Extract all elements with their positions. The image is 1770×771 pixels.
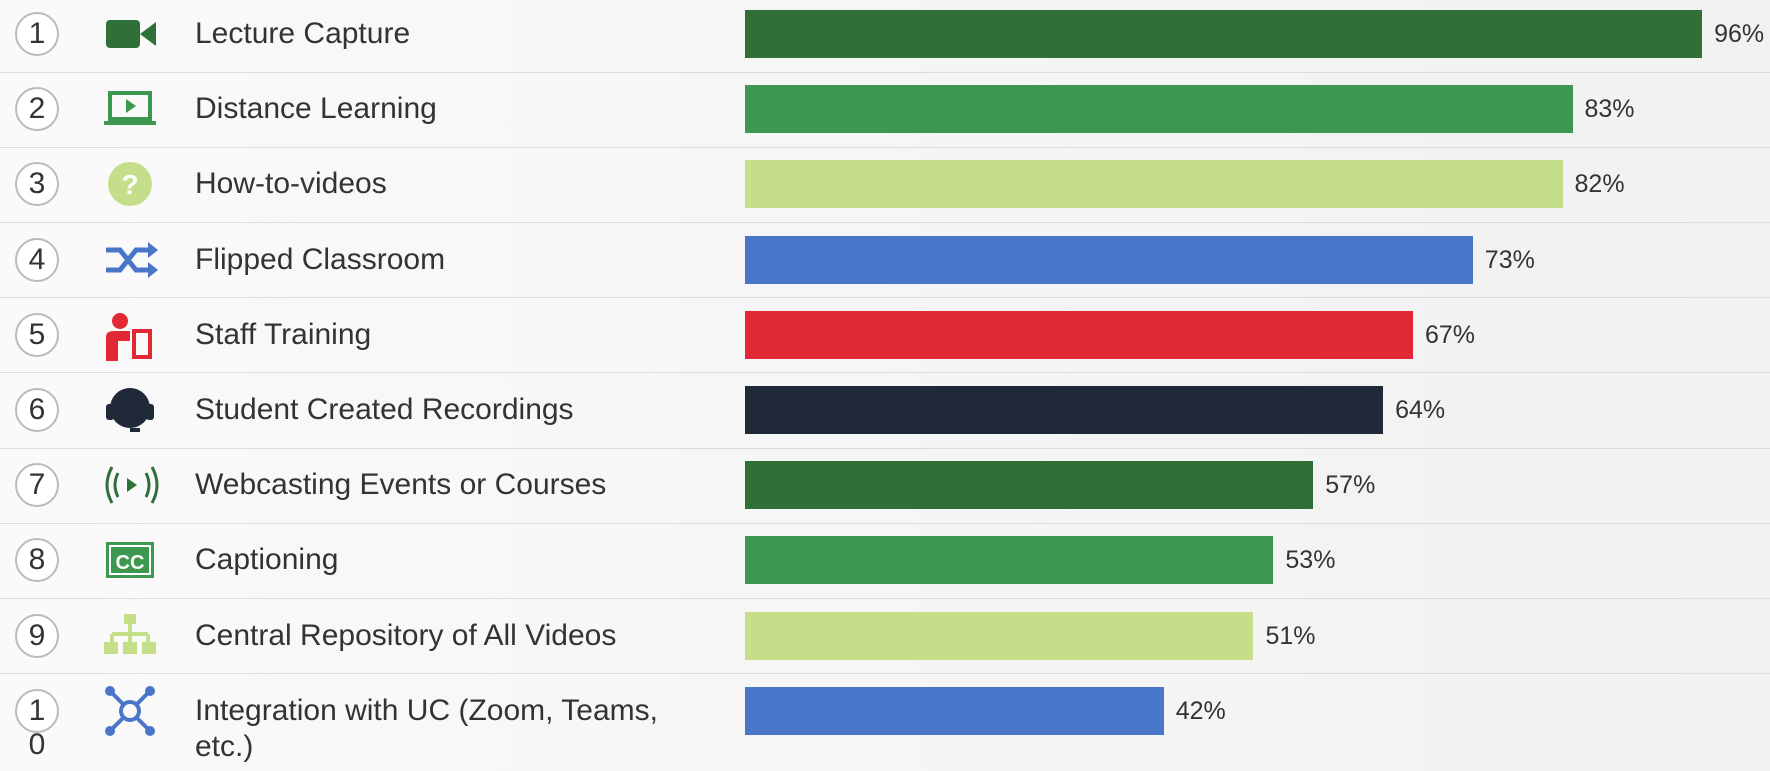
bar (745, 536, 1274, 585)
rank-circle (15, 613, 59, 658)
icon-graphic (106, 20, 156, 48)
row-separator (0, 673, 1770, 675)
value-label: 57% (1325, 471, 1376, 500)
icon-graphic (104, 613, 156, 654)
rank-number: 9 (28, 618, 46, 652)
value-label: 53% (1285, 546, 1336, 575)
value-label: 73% (1484, 245, 1535, 274)
row-icon: ? (100, 154, 160, 214)
bar (745, 10, 1703, 58)
category-label: Student Created Recordings (195, 393, 574, 426)
rank-number: 4 (28, 242, 46, 276)
rank-circle (15, 688, 59, 733)
icon-graphic (105, 685, 155, 736)
row-icon: CC (100, 530, 160, 590)
bar (745, 686, 1164, 735)
row-icon (100, 79, 160, 139)
row-separator (0, 598, 1770, 599)
value-label: 67% (1424, 320, 1476, 349)
row-icon (100, 4, 160, 64)
value-label: 82% (1574, 170, 1625, 199)
rank-circle (15, 463, 59, 508)
row-icon (100, 606, 160, 666)
rank-number: 5 (28, 317, 46, 351)
icon-graphic: ? (108, 162, 152, 207)
category-label: Webcasting Events or Courses (195, 468, 607, 502)
value-label: 42% (1175, 696, 1226, 725)
value-label: 64% (1395, 396, 1446, 424)
icon-graphic (105, 466, 159, 504)
row-separator (0, 222, 1770, 223)
row-icon (100, 230, 160, 290)
category-label: Flipped Classroom (195, 242, 446, 276)
row-separator (0, 522, 1770, 524)
category-label: How-to-videos (195, 167, 387, 201)
category-label: Captioning (195, 543, 339, 577)
row-separator (0, 146, 1770, 148)
category-label: Integration with UC (Zoom, Teams, etc.) (195, 693, 658, 763)
icon-graphic (104, 91, 156, 126)
rank-circle (15, 538, 59, 583)
row-icon (100, 380, 160, 440)
rank-circle (15, 162, 59, 207)
rank-number: 7 (28, 468, 46, 502)
bar (745, 386, 1384, 434)
category-label: Staff Training (195, 317, 372, 351)
rank-number: 3 (28, 167, 46, 201)
rank-number: 6 (28, 393, 46, 426)
bar (745, 85, 1573, 134)
bar (745, 611, 1254, 660)
row-separator (0, 372, 1770, 374)
rank-circle (15, 312, 59, 357)
svg-text:CC: CC (116, 552, 145, 574)
bar (745, 160, 1563, 209)
bar (745, 235, 1473, 284)
bar (745, 310, 1413, 359)
icon-graphic: CC (106, 542, 154, 579)
category-label: Central Repository of All Videos (195, 618, 617, 652)
row-icon (100, 681, 160, 741)
icon-graphic (106, 241, 158, 278)
rank-number: 1 (28, 17, 46, 50)
value-label: 51% (1265, 621, 1316, 650)
row-icon (100, 455, 160, 515)
row-separator (0, 447, 1770, 449)
bar (745, 461, 1314, 510)
rank-number: 2 (28, 92, 46, 126)
category-label: Lecture Capture (195, 17, 411, 50)
row-icon (100, 305, 160, 365)
rank-circle (15, 12, 59, 56)
rank-circle (15, 87, 59, 132)
category-label: Distance Learning (195, 92, 437, 126)
rank-circle (15, 237, 59, 282)
row-separator (0, 297, 1770, 299)
rank-number: 8 (28, 543, 46, 577)
value-label: 83% (1584, 95, 1635, 124)
row-separator (0, 71, 1770, 73)
icon-graphic (106, 312, 152, 361)
icon-graphic (106, 388, 154, 432)
svg-text:?: ? (121, 169, 138, 200)
rank-circle (15, 388, 59, 432)
value-label: 96% (1714, 20, 1765, 48)
rank-number: 10 (28, 693, 46, 761)
